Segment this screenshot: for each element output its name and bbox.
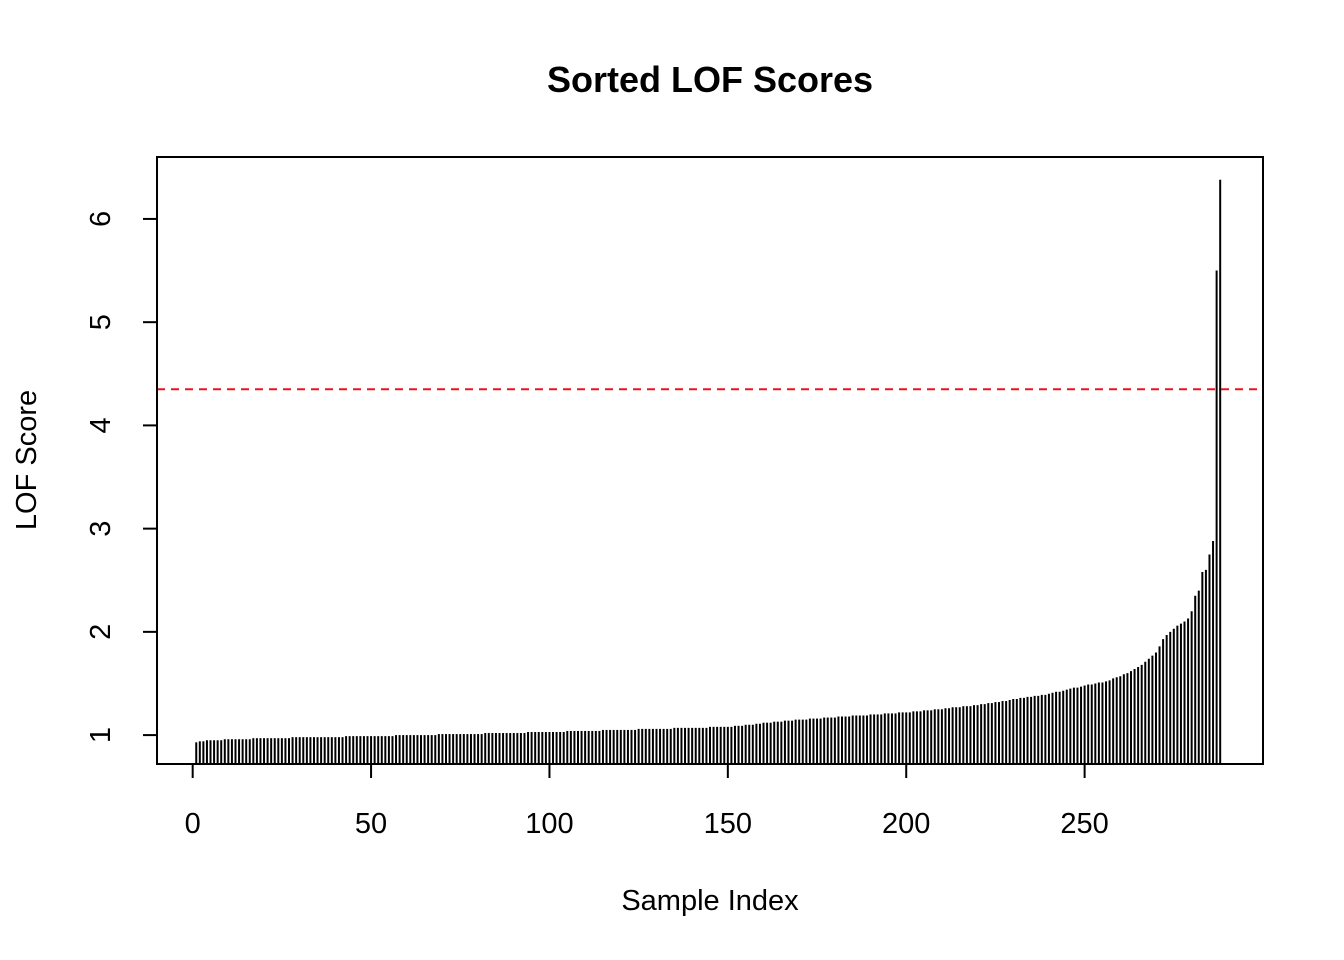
y-tick-label: 4	[85, 417, 117, 433]
y-tick-label: 1	[85, 727, 117, 743]
bar-series	[195, 179, 1222, 764]
y-tick-label: 3	[85, 521, 117, 537]
x-axis: 0 50 100 150 200 250	[185, 763, 1109, 840]
y-tick-label: 2	[85, 624, 117, 640]
y-axis-label: LOF Score	[11, 390, 43, 530]
x-tick-label: 0	[185, 808, 201, 840]
x-axis-label: Sample Index	[621, 885, 799, 917]
x-tick-label: 50	[355, 808, 387, 840]
x-tick-label: 100	[525, 808, 573, 840]
y-axis: 1 2 3 4 5 6	[85, 211, 158, 743]
x-tick-label: 150	[704, 808, 752, 840]
x-tick-label: 250	[1060, 808, 1108, 840]
chart-title: Sorted LOF Scores	[547, 59, 873, 100]
x-tick-label: 200	[882, 808, 930, 840]
y-tick-label: 5	[85, 314, 117, 330]
plot-frame	[156, 156, 1264, 765]
y-tick-label: 6	[85, 211, 117, 227]
